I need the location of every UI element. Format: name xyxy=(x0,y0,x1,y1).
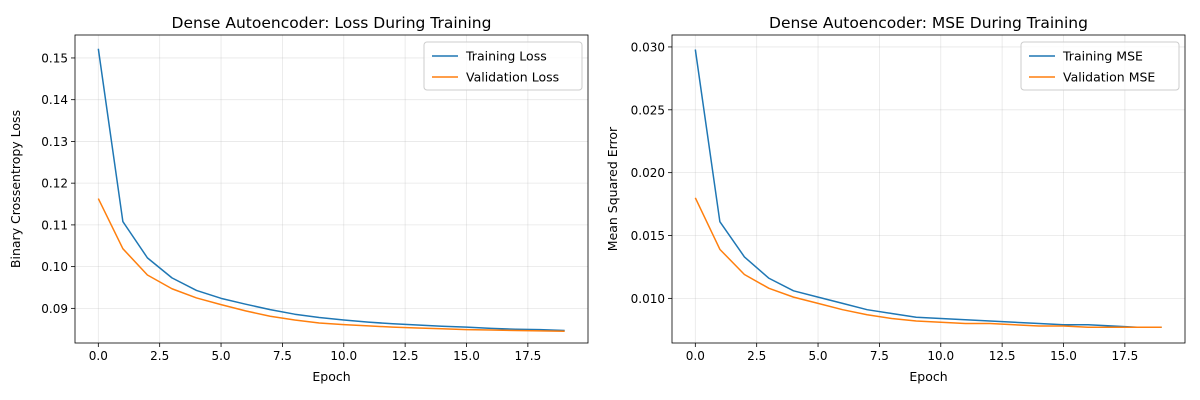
chart-1-legend-label-1: Training Loss xyxy=(465,49,547,64)
chart-1-ytick-label-2: 0.11 xyxy=(41,218,68,232)
chart-1-legend-label-2: Validation Loss xyxy=(466,70,559,85)
chart-1-ytick-label-6: 0.15 xyxy=(41,51,68,65)
chart-1-ytick-label-0: 0.09 xyxy=(41,302,68,316)
chart-1-series-1-line xyxy=(97,48,565,332)
chart-1-ytick-label-1: 0.10 xyxy=(41,260,68,274)
chart-1-xtick-label-0: 0.0 xyxy=(89,349,108,363)
chart-1: 0.0 2.5 5.0 7.5 10.0 12.5 15.0 17.5 0.09 0.10 0.11… xyxy=(8,14,589,384)
chart-2-legend-label-2: Validation MSE xyxy=(1063,70,1155,85)
chart-2-legend: Training MSE Validation MSE xyxy=(1020,41,1180,91)
chart-2-xtick-label-1: 2.5 xyxy=(747,349,766,363)
chart-2-xtick-label-4: 10.0 xyxy=(927,349,954,363)
chart-2-xtick-label-5: 12.5 xyxy=(989,349,1016,363)
chart-2-ytick-label-1: 0.015 xyxy=(631,229,665,243)
chart-1-ytick-label-4: 0.13 xyxy=(41,135,68,149)
chart-2-ytick-label-4: 0.030 xyxy=(631,40,665,54)
chart-1-xtick-label-6: 15.0 xyxy=(453,349,480,363)
chart-2-legend-box xyxy=(1020,41,1180,91)
chart-1-title: Dense Autoencoder: Loss During Training xyxy=(172,14,492,32)
chart-2-axes-frame xyxy=(671,34,1186,344)
chart-1-xtick-label-1: 2.5 xyxy=(150,349,169,363)
chart-2-series-1-line xyxy=(694,49,1162,329)
chart-2-xtick-label-0: 0.0 xyxy=(686,349,705,363)
chart-1-ytick-label-3: 0.12 xyxy=(41,177,68,191)
chart-2-ylabel: Mean Squared Error xyxy=(605,126,620,251)
chart-2-xtick-label-2: 5.0 xyxy=(808,349,827,363)
chart-1-ytick-label-5: 0.14 xyxy=(41,93,68,107)
chart-2-ytick-label-2: 0.020 xyxy=(631,166,665,180)
chart-1-series-2-line xyxy=(97,198,565,333)
chart-2-ytick-label-0: 0.010 xyxy=(631,292,665,306)
chart-1-xtick-label-2: 5.0 xyxy=(211,349,230,363)
chart-2-ytick-label-3: 0.025 xyxy=(631,103,665,117)
chart-1-xtick-label-5: 12.5 xyxy=(392,349,419,363)
chart-2-xtick-label-6: 15.0 xyxy=(1050,349,1077,363)
chart-1-xtick-label-4: 10.0 xyxy=(330,349,357,363)
chart-2-xtick-label-3: 7.5 xyxy=(870,349,889,363)
chart-2-series-2-line xyxy=(694,197,1162,329)
chart-1-xtick-label-7: 17.5 xyxy=(515,349,542,363)
chart-2-title: Dense Autoencoder: MSE During Training xyxy=(769,14,1088,32)
chart-2-xtick-label-7: 17.5 xyxy=(1112,349,1139,363)
chart-1-legend-box xyxy=(423,41,583,91)
chart-1-ylabel: Binary Crossentropy Loss xyxy=(8,110,23,268)
chart-1-xtick-label-3: 7.5 xyxy=(273,349,292,363)
chart-2-legend-label-1: Training MSE xyxy=(1062,49,1143,64)
chart-1-legend: Training Loss Validation Loss xyxy=(423,41,583,91)
chart-2-xlabel: Epoch xyxy=(909,369,947,384)
chart-1-xlabel: Epoch xyxy=(312,369,350,384)
chart-1-axes-frame xyxy=(74,34,589,344)
chart-2: 0.0 2.5 5.0 7.5 10.0 12.5 15.0 17.5 0.010 0.015 0.… xyxy=(605,14,1186,384)
